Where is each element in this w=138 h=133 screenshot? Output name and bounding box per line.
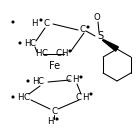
Text: H: H	[35, 49, 41, 59]
Text: H: H	[31, 18, 37, 28]
Text: Fe: Fe	[49, 61, 61, 71]
Circle shape	[27, 80, 29, 82]
Circle shape	[80, 76, 82, 78]
Circle shape	[19, 42, 21, 44]
Circle shape	[40, 19, 42, 21]
Text: O: O	[94, 14, 100, 22]
Text: C: C	[44, 18, 50, 28]
Text: C: C	[38, 76, 44, 86]
Circle shape	[56, 118, 58, 120]
Text: C: C	[51, 107, 57, 117]
Text: H: H	[61, 49, 67, 59]
Circle shape	[12, 21, 14, 23]
Text: S: S	[97, 31, 103, 41]
Text: C: C	[23, 92, 29, 101]
Text: H: H	[24, 40, 30, 49]
Polygon shape	[103, 40, 118, 51]
Text: C: C	[55, 49, 61, 59]
Text: H: H	[72, 76, 78, 84]
Circle shape	[90, 93, 92, 95]
Text: H: H	[82, 92, 88, 101]
Text: H: H	[17, 92, 23, 101]
Circle shape	[12, 96, 14, 98]
Circle shape	[69, 50, 71, 52]
Text: C: C	[30, 40, 36, 49]
Text: H: H	[47, 117, 53, 126]
Text: C: C	[41, 49, 47, 59]
Text: C: C	[66, 76, 72, 84]
Text: C: C	[76, 92, 82, 101]
Text: C: C	[79, 26, 85, 34]
Circle shape	[87, 26, 89, 28]
Text: H: H	[32, 76, 38, 86]
